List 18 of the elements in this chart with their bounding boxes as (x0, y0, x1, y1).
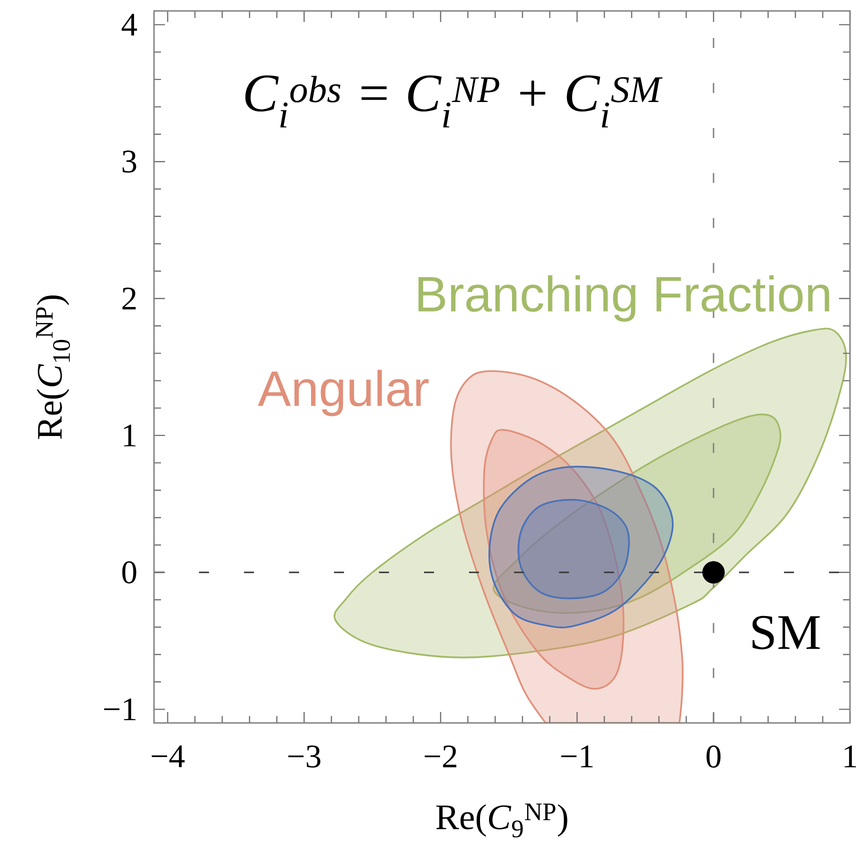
x-tick-label: −3 (288, 746, 320, 768)
x-axis-title: Re(C$_{9}$$^{NP}$) (436, 804, 568, 838)
y-tick-label: 4 (122, 14, 137, 36)
y-tick-label: 2 (122, 288, 136, 310)
x-tick-label: −2 (424, 746, 456, 768)
y-tick-label: −1 (104, 698, 136, 720)
x-tick-label: 1 (844, 746, 856, 768)
series-label: SM (752, 616, 820, 650)
y-tick-label: 3 (122, 150, 136, 173)
series-label: Branching Fraction (418, 275, 830, 322)
x-tick-label: −4 (152, 746, 185, 768)
y-axis-title: Re(C$_{10}$$^{NP}$) (36, 295, 70, 440)
series-label: Angular (258, 370, 429, 416)
text: C$_{i}$$^{obs}$ = C$_{i}$$^{NP}$ + C$_{i}$SM (245, 75, 663, 128)
y-tick-label: 1 (124, 424, 136, 446)
x-tick-label: −1 (561, 746, 593, 768)
x-tick-label: 0 (706, 746, 721, 768)
y-tick-label: 0 (122, 561, 136, 584)
